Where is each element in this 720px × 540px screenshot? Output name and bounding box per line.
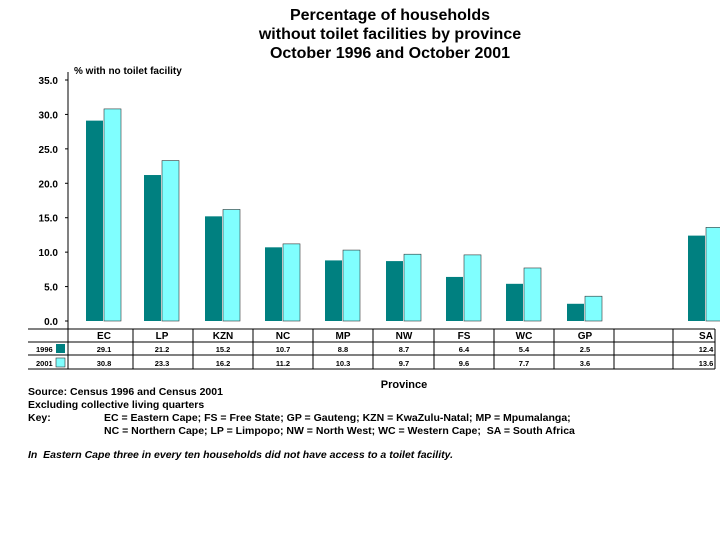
data-label-1996-WC: 5.4	[519, 345, 530, 354]
key-label: Key:	[28, 412, 51, 424]
bar-2001-EC	[103, 108, 122, 322]
bar-2001-NW	[403, 253, 422, 322]
category-label-EC: EC	[97, 331, 111, 342]
chart-axes: 0.0 5.0 10.0 15.0 20.0 25.0 30.0 35.0 % with no …	[39, 66, 182, 340]
chart-title-line3: October 1996 and October 2001	[269, 45, 511, 62]
bar-2001-WC	[523, 267, 542, 322]
bar-2001-LP	[161, 160, 180, 322]
y-tick-label: 30.0	[39, 110, 59, 121]
category-label-MP: MP	[336, 331, 351, 342]
bar-1996-GP	[567, 303, 584, 321]
data-label-2001-FS: 9.6	[459, 359, 469, 368]
y-tick-label: 20.0	[39, 179, 59, 190]
data-label-1996-FS: 6.4	[459, 345, 470, 354]
y-tick-label: 5.0	[44, 283, 58, 294]
data-label-2001-EC: 30.8	[97, 359, 112, 368]
data-label-1996-GP: 2.5	[580, 345, 590, 354]
legend-label-2001: 2001	[36, 359, 53, 368]
x-axis-title: Province	[381, 379, 427, 391]
y-tick-label: 35.0	[39, 76, 59, 87]
data-label-1996-KZN: 15.2	[216, 345, 231, 354]
bar-chart: 0.0 5.0 10.0 15.0 20.0 25.0 30.0 35.0 % with no …	[28, 66, 720, 391]
category-label-KZN: KZN	[213, 331, 234, 342]
category-label-WC: WC	[516, 331, 533, 342]
bar-1996-SA	[688, 235, 705, 321]
chart-title-line1: Percentage of households	[289, 7, 491, 24]
data-label-2001-LP: 23.3	[155, 359, 170, 368]
category-label-SA: SA	[699, 331, 713, 342]
bar-2001-KZN	[222, 209, 241, 322]
chart-title-line2: without toilet facilities by province	[258, 26, 522, 43]
data-label-2001-NW: 9.7	[399, 359, 409, 368]
bar-2001-GP	[584, 295, 603, 322]
data-label-1996-SA: 12.4	[699, 345, 714, 354]
data-label-2001-MP: 10.3	[336, 359, 351, 368]
y-tick-label: 15.0	[39, 214, 59, 225]
bar-2001-NC	[282, 243, 301, 322]
data-label-1996-LP: 21.2	[155, 345, 170, 354]
summary-note: In Eastern Cape three in every ten house…	[28, 449, 453, 461]
source-note: Source: Census 1996 and Census 2001	[28, 386, 223, 398]
data-label-2001-KZN: 16.2	[216, 359, 231, 368]
category-label-FS: FS	[458, 331, 471, 342]
data-label-1996-NC: 10.7	[276, 345, 291, 354]
y-tick-label: 25.0	[39, 145, 59, 156]
bar-2001-SA	[705, 227, 720, 322]
bar-1996-EC	[86, 120, 103, 321]
bar-1996-NW	[386, 261, 403, 321]
bar-1996-WC	[506, 283, 523, 321]
legend-swatch-1996	[56, 344, 65, 353]
y-tick-label: 10.0	[39, 248, 59, 259]
data-label-2001-SA: 13.6	[699, 359, 714, 368]
legend-swatch-2001	[55, 357, 66, 368]
category-label-GP: GP	[578, 331, 593, 342]
category-label-NC: NC	[276, 331, 290, 342]
key-line-2: NC = Northern Cape; LP = Limpopo; NW = N…	[104, 425, 575, 437]
y-axis-title: % with no toilet facility	[74, 66, 182, 77]
excluding-note: Excluding collective living quarters	[28, 399, 205, 411]
data-label-2001-GP: 3.6	[580, 359, 590, 368]
bar-1996-MP	[325, 260, 342, 321]
data-label-1996-NW: 8.7	[399, 345, 409, 354]
category-label-LP: LP	[156, 331, 169, 342]
bar-1996-KZN	[205, 216, 222, 321]
legend-label-1996: 1996	[36, 345, 53, 354]
bar-2001-FS	[463, 254, 482, 322]
bar-1996-NC	[265, 247, 282, 321]
data-label-2001-WC: 7.7	[519, 359, 529, 368]
data-label-2001-NC: 11.2	[276, 359, 290, 368]
data-label-1996-MP: 8.8	[338, 345, 348, 354]
category-label-NW: NW	[396, 331, 413, 342]
data-label-1996-EC: 29.1	[97, 345, 112, 354]
data-table: EC LP KZN NC MP NW FS WC GP SA 1996 29.1 21.2 15.2 10.…	[28, 328, 716, 391]
bar-1996-LP	[144, 175, 161, 321]
chart-bars	[86, 108, 720, 322]
key-line-1: EC = Eastern Cape; FS = Free State; GP =…	[104, 412, 571, 424]
bar-2001-MP	[342, 249, 361, 322]
bar-1996-FS	[446, 276, 463, 321]
y-tick-label: 0.0	[44, 317, 58, 328]
